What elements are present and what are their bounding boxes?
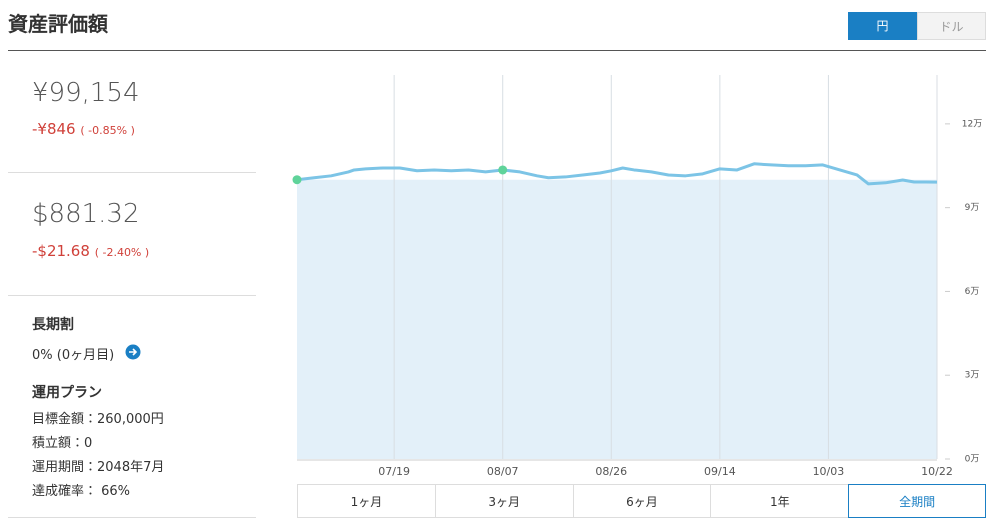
period-button[interactable]: 6ヶ月 [572, 484, 712, 518]
usd-change: -$21.68 ( -2.40% ) [32, 242, 149, 260]
x-tick-label: 08/07 [487, 465, 519, 478]
header-rule [8, 50, 986, 51]
area [297, 179, 937, 459]
x-tick-label: 09/14 [704, 465, 736, 478]
period-button[interactable]: 3ヶ月 [434, 484, 574, 518]
plan-item: 達成確率： 66% [32, 484, 131, 499]
period-button[interactable]: 全期間 [848, 484, 986, 518]
jpy-change-amount: -¥846 [32, 120, 76, 138]
separator [8, 517, 256, 518]
usd-change-amount: -$21.68 [32, 242, 90, 260]
jpy-change-pct: ( -0.85% ) [80, 124, 135, 137]
page-title: 資産評価額 [8, 12, 108, 36]
y-tick-label: 12万 [962, 119, 982, 129]
separator [8, 295, 256, 296]
x-tick-label: 08/26 [595, 465, 627, 478]
y-tick-label: 6万 [965, 287, 980, 297]
toggle-yen[interactable]: 円 [848, 12, 917, 40]
long-term-value: 0% (0ヶ月目) [32, 348, 115, 363]
x-tick-label: 07/19 [378, 465, 410, 478]
jpy-change: -¥846 ( -0.85% ) [32, 120, 135, 138]
period-button[interactable]: 1ヶ月 [297, 484, 436, 518]
y-tick-label: 0万 [965, 455, 980, 465]
plan-item: 運用期間：2048年7月 [32, 460, 165, 475]
toggle-dollar[interactable]: ドル [917, 12, 986, 40]
plan-item: 積立額：0 [32, 436, 93, 451]
event-dot [498, 165, 508, 175]
separator [8, 172, 256, 173]
plan-title: 運用プラン [32, 385, 102, 401]
event-dot [292, 175, 302, 185]
line [296, 162, 938, 186]
arrow-icon[interactable] [125, 344, 141, 360]
usd-value: $881.32 [32, 199, 140, 229]
chart: 07/19 08/07 08/26 09/14 10/03 10/22 0万 3万 6万 9万 12… [292, 75, 982, 478]
usd-change-pct: ( -2.40% ) [94, 246, 150, 259]
jpy-value: ¥99,154 [32, 78, 140, 108]
period-button[interactable]: 1年 [710, 484, 850, 518]
y-tick-label: 3万 [965, 371, 980, 381]
x-tick-label: 10/03 [813, 465, 845, 478]
y-tick-label: 9万 [965, 203, 980, 213]
x-tick-label: 10/22 [921, 465, 953, 478]
plan-item: 目標金額：260,000円 [32, 412, 164, 427]
long-term-label: 長期割 [32, 317, 74, 333]
